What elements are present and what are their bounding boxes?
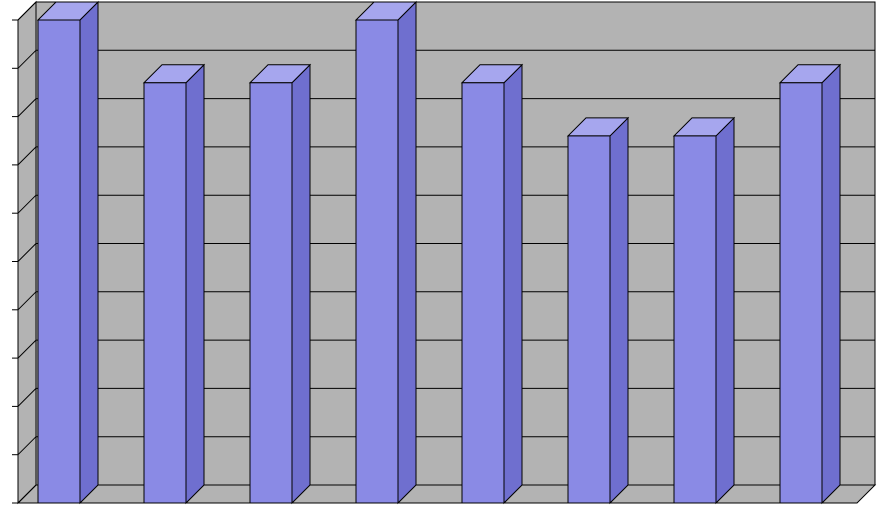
bar-front — [462, 83, 504, 503]
bar — [674, 118, 734, 503]
bar-front — [568, 136, 610, 503]
bar — [356, 2, 416, 503]
bar-chart-3d — [0, 0, 878, 524]
bar-front — [38, 20, 80, 503]
bar-front — [144, 83, 186, 503]
bar-side — [186, 65, 204, 503]
bar-side — [504, 65, 522, 503]
bar — [144, 65, 204, 503]
bar — [568, 118, 628, 503]
bar-side — [822, 65, 840, 503]
chart-svg — [0, 0, 878, 524]
bar — [38, 2, 98, 503]
bar — [250, 65, 310, 503]
bar — [462, 65, 522, 503]
bar-side — [716, 118, 734, 503]
bar-side — [398, 2, 416, 503]
bar — [780, 65, 840, 503]
bar-side — [80, 2, 98, 503]
bar-side — [610, 118, 628, 503]
bar-front — [674, 136, 716, 503]
bar-front — [780, 83, 822, 503]
bar-front — [356, 20, 398, 503]
bar-front — [250, 83, 292, 503]
bar-side — [292, 65, 310, 503]
